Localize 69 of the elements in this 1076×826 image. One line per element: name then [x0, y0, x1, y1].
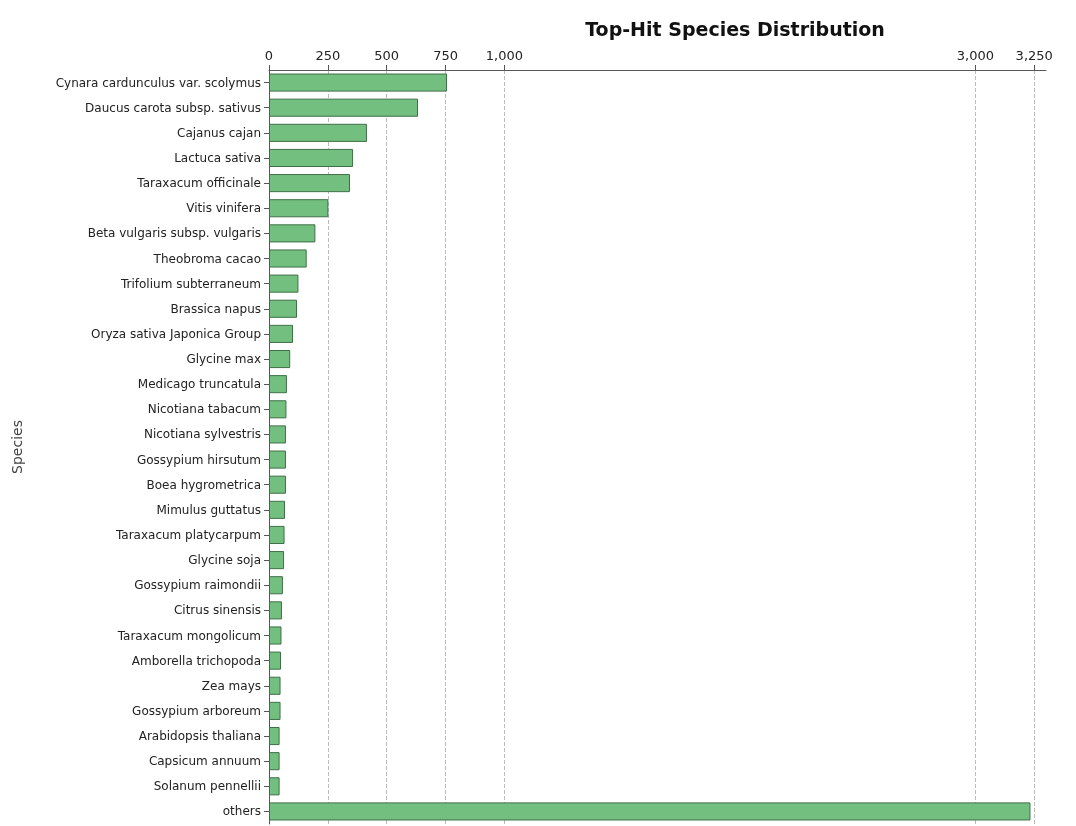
- bar: [269, 148, 354, 168]
- y-tick-label: Vitis vinifera: [186, 201, 261, 216]
- bar: [269, 425, 286, 444]
- y-tick-label: Arabidopsis thaliana: [138, 729, 261, 744]
- y-tick-label: Boea hygrometrica: [146, 477, 261, 492]
- chart-title: Top-Hit Species Distribution: [585, 17, 885, 40]
- bar: [269, 525, 285, 545]
- bar: [269, 726, 280, 746]
- bar: [269, 249, 307, 268]
- y-tick-label: others: [222, 804, 261, 819]
- bar: [269, 626, 282, 645]
- bar: [269, 601, 282, 620]
- bar: [269, 400, 287, 419]
- y-tick-label: Brassica napus: [170, 301, 261, 316]
- bar: [269, 375, 287, 394]
- x-tick-label: 250: [315, 48, 341, 63]
- x-tick-label: 3,250: [1015, 48, 1053, 63]
- bar: [269, 73, 447, 92]
- bar: [269, 802, 1031, 821]
- x-tick-label: 3,000: [956, 48, 994, 63]
- y-axis-title: Species: [9, 420, 25, 474]
- bar: [269, 551, 285, 570]
- y-tick-label: Glycine soja: [188, 553, 261, 568]
- y-tick-label: Zea mays: [201, 678, 261, 693]
- bar: [269, 174, 350, 193]
- bar: [269, 701, 281, 720]
- y-tick-label: Medicago truncatula: [137, 377, 261, 392]
- y-tick-label: Solanum pennellii: [153, 779, 261, 794]
- y-tick-label: Taraxacum platycarpum: [114, 527, 261, 542]
- x-tick-label: 0: [264, 48, 274, 63]
- y-tick-label: Mimulus guttatus: [156, 502, 261, 517]
- bar: [269, 123, 367, 142]
- y-tick-label: Nicotiana tabacum: [147, 402, 261, 417]
- y-tick-label: Gossypium arboreum: [132, 703, 261, 718]
- bar: [269, 752, 280, 771]
- bar: [269, 576, 283, 595]
- x-tick-label: 1,000: [485, 48, 524, 63]
- bar: [269, 324, 294, 343]
- y-tick-label: Capsicum annuum: [148, 754, 261, 769]
- y-tick-label: Glycine max: [186, 352, 261, 367]
- y-tick-label: Taraxacum mongolicum: [116, 628, 261, 643]
- x-tick-label: 500: [374, 48, 400, 63]
- y-tick-label: Trifolium subterraneum: [119, 276, 261, 291]
- y-tick-label: Daucus carota subsp. sativus: [85, 100, 261, 115]
- y-tick-label: Oryza sativa Japonica Group: [91, 326, 261, 341]
- y-tick-label: Taraxacum officinale: [136, 176, 261, 191]
- y-tick-label: Cajanus cajan: [177, 125, 261, 140]
- bar: [269, 349, 291, 369]
- y-tick-label: Gossypium raimondii: [134, 578, 261, 593]
- y-tick-label: Amborella trichopoda: [131, 653, 261, 668]
- y-tick-label: Gossypium hirsutum: [136, 452, 261, 467]
- bar: [269, 777, 280, 796]
- bar: [269, 224, 316, 243]
- bar: [269, 450, 286, 469]
- bar: [269, 199, 329, 218]
- y-tick-label: Theobroma cacao: [152, 251, 261, 266]
- bar: [269, 500, 286, 519]
- y-tick-label: Cynara cardunculus var. scolymus: [55, 75, 261, 90]
- y-tick-label: Beta vulgaris subsp. vulgaris: [87, 226, 261, 241]
- bar: [269, 475, 286, 494]
- bar: [269, 274, 299, 293]
- y-tick-label: Lactuca sativa: [174, 150, 261, 165]
- y-tick-label: Nicotiana sylvestris: [143, 427, 261, 442]
- x-tick-label: 750: [433, 48, 458, 63]
- bar: [269, 299, 298, 318]
- bar: [269, 676, 281, 695]
- bar: [269, 98, 419, 117]
- y-tick-label: Citrus sinensis: [173, 603, 261, 618]
- bar: [269, 651, 282, 670]
